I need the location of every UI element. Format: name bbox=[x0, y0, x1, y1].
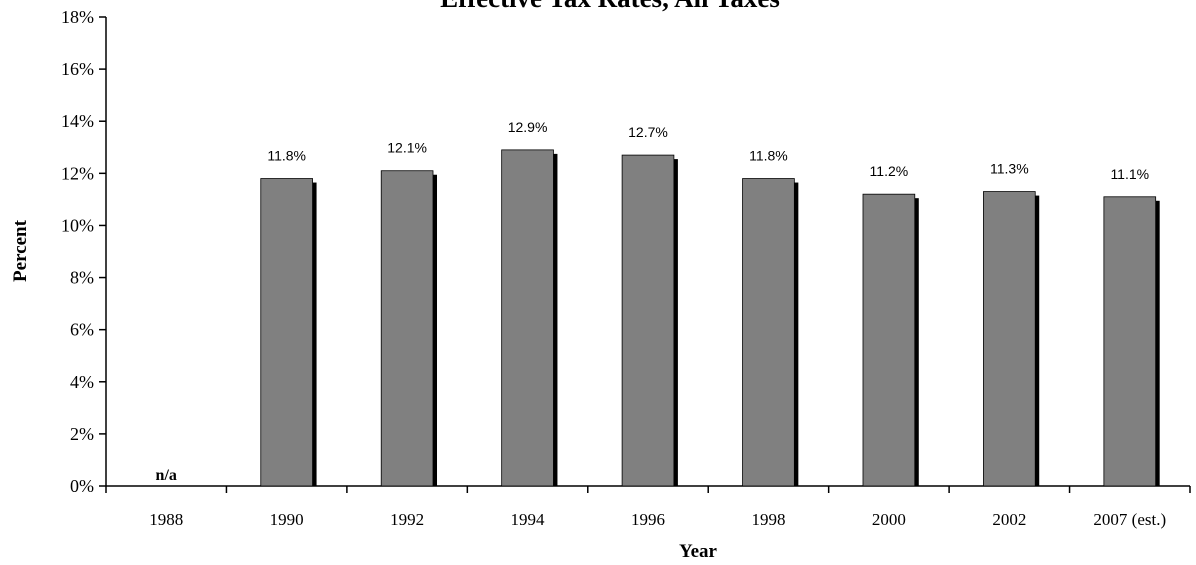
data-labels-group: n/a 11.8% 12.1% 12.9% 12.7% 11.8% 11.2% 11.3% 11… bbox=[156, 119, 1150, 484]
x-category-label: 1992 bbox=[390, 510, 424, 529]
y-tick-label: 4% bbox=[70, 372, 94, 392]
y-tick-label: 12% bbox=[61, 163, 94, 183]
data-label: 11.8% bbox=[749, 148, 788, 164]
bar bbox=[983, 191, 1036, 487]
y-tick-label: 18% bbox=[61, 7, 94, 27]
bar bbox=[742, 178, 795, 487]
bar bbox=[862, 193, 916, 487]
x-axis-ticks bbox=[105, 486, 1191, 493]
data-label: 11.3% bbox=[990, 161, 1029, 177]
y-tick-label: 16% bbox=[61, 59, 94, 79]
x-category-label: 1994 bbox=[511, 510, 546, 529]
bar bbox=[1103, 196, 1157, 487]
x-category-label: 1998 bbox=[751, 510, 785, 529]
y-tick-label: 10% bbox=[61, 215, 94, 235]
bar bbox=[380, 170, 434, 487]
data-label: 12.9% bbox=[508, 119, 548, 135]
data-label-na: n/a bbox=[156, 467, 177, 484]
x-category-label: 2007 (est.) bbox=[1093, 510, 1166, 529]
y-tick-label: 8% bbox=[70, 268, 94, 288]
y-axis-title: Percent bbox=[10, 219, 31, 282]
x-axis-title: Year bbox=[679, 541, 718, 562]
y-tick-label: 6% bbox=[70, 320, 94, 340]
data-label: 11.8% bbox=[267, 148, 306, 164]
category-labels-group: 1988 1990 1992 1994 1996 1998 2000 2002 2007 (es… bbox=[149, 510, 1166, 529]
data-label: 11.1% bbox=[1110, 166, 1149, 182]
x-category-label: 1996 bbox=[631, 510, 665, 529]
y-tick-label: 0% bbox=[70, 476, 94, 496]
bar bbox=[260, 178, 313, 487]
x-category-label: 2000 bbox=[872, 510, 906, 529]
data-label: 12.7% bbox=[628, 124, 668, 140]
y-axis-ticks: 0% 2% 4% 6% 8% 10% 12% 14% 16% 18% bbox=[61, 7, 106, 496]
x-category-label: 1990 bbox=[270, 510, 304, 529]
y-tick-label: 2% bbox=[70, 424, 94, 444]
x-category-label: 1988 bbox=[149, 510, 183, 529]
y-tick-label: 14% bbox=[61, 111, 94, 131]
x-category-label: 2002 bbox=[992, 510, 1026, 529]
bar bbox=[621, 154, 675, 487]
data-label: 11.2% bbox=[870, 163, 909, 179]
bars-group bbox=[260, 149, 1160, 487]
bar bbox=[501, 149, 554, 487]
data-label: 12.1% bbox=[387, 140, 427, 156]
chart-title: Effective Tax Rates, All Taxes bbox=[440, 0, 780, 13]
